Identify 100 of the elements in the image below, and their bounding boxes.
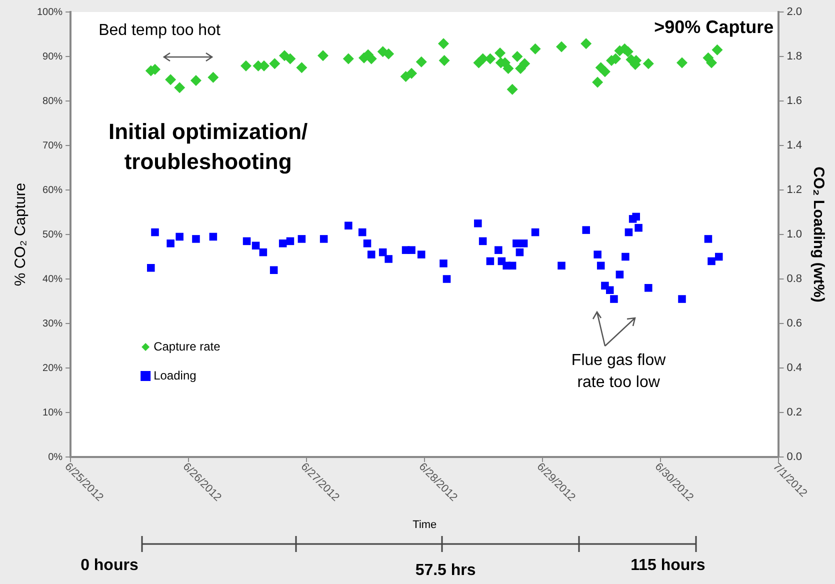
- point: [408, 246, 416, 254]
- point: [286, 237, 294, 246]
- point: [344, 222, 352, 230]
- point: [494, 47, 506, 58]
- point: [596, 262, 605, 270]
- legend-label: Capture rate: [154, 339, 221, 354]
- text: 57.5 hrs: [414, 562, 477, 580]
- point: [378, 248, 387, 256]
- point: [417, 250, 426, 258]
- annotation: Flue gas flow rate too low: [570, 351, 667, 393]
- point: [512, 51, 523, 62]
- point: [478, 237, 487, 246]
- point: [174, 82, 186, 94]
- point: [367, 250, 376, 258]
- y-tick-label: 50%: [42, 229, 63, 240]
- point: [520, 240, 528, 248]
- point: [704, 235, 712, 243]
- point: [259, 248, 268, 256]
- annotation: Bed temp too hot: [98, 22, 222, 40]
- point: [440, 260, 448, 268]
- point: [363, 240, 372, 248]
- point: [298, 235, 306, 243]
- point: [632, 212, 640, 221]
- point: [624, 228, 633, 236]
- point: [580, 38, 592, 50]
- point: [209, 232, 218, 241]
- y-tick-label: 80%: [42, 96, 63, 107]
- point: [342, 53, 354, 64]
- point: [358, 228, 366, 236]
- point: [676, 57, 688, 68]
- y-axis-title: % CO₂ Capture: [12, 182, 30, 286]
- point: [383, 48, 394, 60]
- y2-tick-label: 0.2: [786, 406, 802, 419]
- annotation: >90% Capture: [653, 17, 774, 38]
- point: [242, 237, 251, 246]
- point: [712, 44, 723, 56]
- point: [594, 250, 602, 258]
- y2-tick-label: 2.0: [786, 6, 802, 18]
- point: [516, 248, 524, 256]
- x-axis-title: Time: [412, 519, 437, 532]
- point: [531, 228, 540, 236]
- point: [474, 219, 482, 228]
- point: [442, 275, 451, 283]
- point: [592, 76, 604, 88]
- point: [320, 235, 328, 243]
- y-tick-label: 100%: [37, 6, 63, 18]
- y-tick-label: 30%: [42, 318, 63, 330]
- point: [252, 242, 260, 250]
- y2-tick-label: 0.4: [786, 362, 802, 374]
- point: [176, 232, 184, 241]
- point: [296, 62, 308, 74]
- point: [270, 266, 278, 274]
- point: [147, 264, 155, 272]
- y-tick-label: 20%: [42, 362, 63, 374]
- point: [190, 75, 202, 86]
- y-tick-label: 70%: [42, 140, 63, 152]
- point: [208, 72, 219, 83]
- point: [706, 57, 717, 68]
- point: [616, 270, 624, 278]
- point: [278, 240, 287, 248]
- point: [512, 240, 520, 248]
- point: [622, 252, 630, 261]
- point: [708, 257, 716, 266]
- point: [284, 53, 296, 64]
- point: [678, 295, 686, 303]
- point: [416, 56, 427, 68]
- y-tick-label: 40%: [42, 274, 63, 285]
- y2-tick-label: 1.8: [786, 50, 802, 63]
- legend-label: Loading: [154, 368, 196, 382]
- point: [642, 58, 654, 70]
- point: [558, 262, 566, 270]
- y-tick-label: 90%: [42, 51, 63, 62]
- y2-tick-label: 0.6: [786, 318, 802, 330]
- y2-tick-label: 1.0: [786, 228, 802, 241]
- point: [634, 224, 642, 232]
- text: 115 hours: [630, 557, 706, 575]
- point: [494, 246, 502, 254]
- point: [151, 228, 159, 236]
- point: [438, 38, 449, 50]
- point: [269, 58, 280, 70]
- y2-tick-label: 1.2: [786, 184, 802, 196]
- point: [192, 235, 200, 243]
- y-tick-label: 60%: [42, 184, 63, 196]
- y2-tick-label: 0.0: [786, 451, 802, 464]
- text: 0 hours: [80, 557, 140, 575]
- y-tick-label: 0%: [48, 452, 63, 463]
- point: [582, 226, 590, 234]
- point: [438, 55, 450, 66]
- point: [519, 58, 530, 70]
- point: [644, 284, 652, 292]
- y-tick-label: 10%: [42, 407, 63, 418]
- point: [165, 74, 176, 86]
- point: [599, 66, 610, 78]
- point: [606, 286, 614, 294]
- point: [714, 252, 723, 261]
- point: [506, 84, 518, 95]
- point: [384, 255, 392, 263]
- point: [240, 60, 252, 72]
- point: [406, 68, 418, 79]
- y2-tick-label: 0.8: [786, 273, 802, 286]
